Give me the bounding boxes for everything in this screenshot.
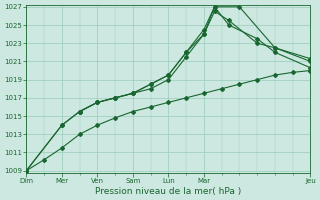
X-axis label: Pression niveau de la mer( hPa ): Pression niveau de la mer( hPa ) [95,187,242,196]
